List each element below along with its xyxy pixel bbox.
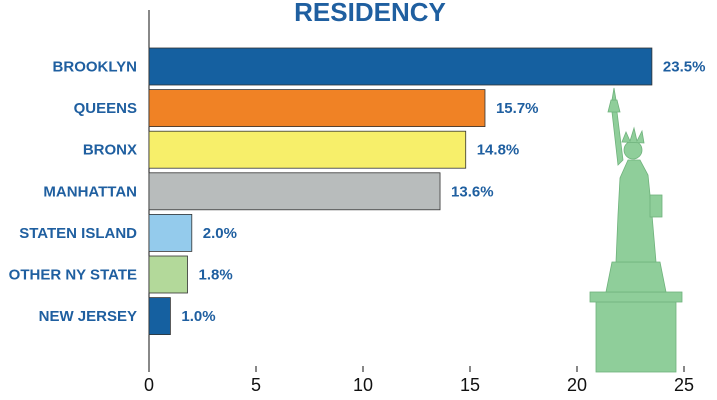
bar <box>149 131 466 168</box>
chart: RESIDENCY 0 5 10 15 20 25 BROOKLYN 23.5% QUEENS 1… <box>0 0 717 400</box>
value-label: 13.6% <box>451 183 494 200</box>
category-label: BRONX <box>83 142 137 159</box>
page: RESIDENCY 0 5 10 15 20 25 BROOKLYN 23.5% QUEENS 1… <box>0 0 717 400</box>
value-label: 14.8% <box>477 142 520 159</box>
x-tick-label: 5 <box>251 375 261 395</box>
value-label: 2.0% <box>203 225 237 242</box>
x-tick-label: 20 <box>567 375 587 395</box>
category-label: QUEENS <box>74 100 137 117</box>
x-tick-label: 10 <box>353 375 373 395</box>
bar <box>149 48 652 85</box>
statue-illustration <box>590 88 682 372</box>
value-label: 23.5% <box>663 58 706 75</box>
x-tick-label: 15 <box>460 375 480 395</box>
bar <box>149 173 440 210</box>
value-label: 1.8% <box>199 266 233 283</box>
bar <box>149 256 188 293</box>
value-label: 15.7% <box>496 100 539 117</box>
bar <box>149 90 485 127</box>
x-tick-label: 0 <box>144 375 154 395</box>
value-label: 1.0% <box>181 308 215 325</box>
category-label: STATEN ISLAND <box>19 225 137 242</box>
chart-title: RESIDENCY <box>294 0 446 27</box>
category-label: BROOKLYN <box>53 58 137 75</box>
bar <box>149 214 192 251</box>
x-tick-label: 25 <box>674 375 694 395</box>
category-label: NEW JERSEY <box>39 308 137 325</box>
bar <box>149 298 170 335</box>
category-label: MANHATTAN <box>43 183 137 200</box>
category-label: OTHER NY STATE <box>9 266 137 283</box>
